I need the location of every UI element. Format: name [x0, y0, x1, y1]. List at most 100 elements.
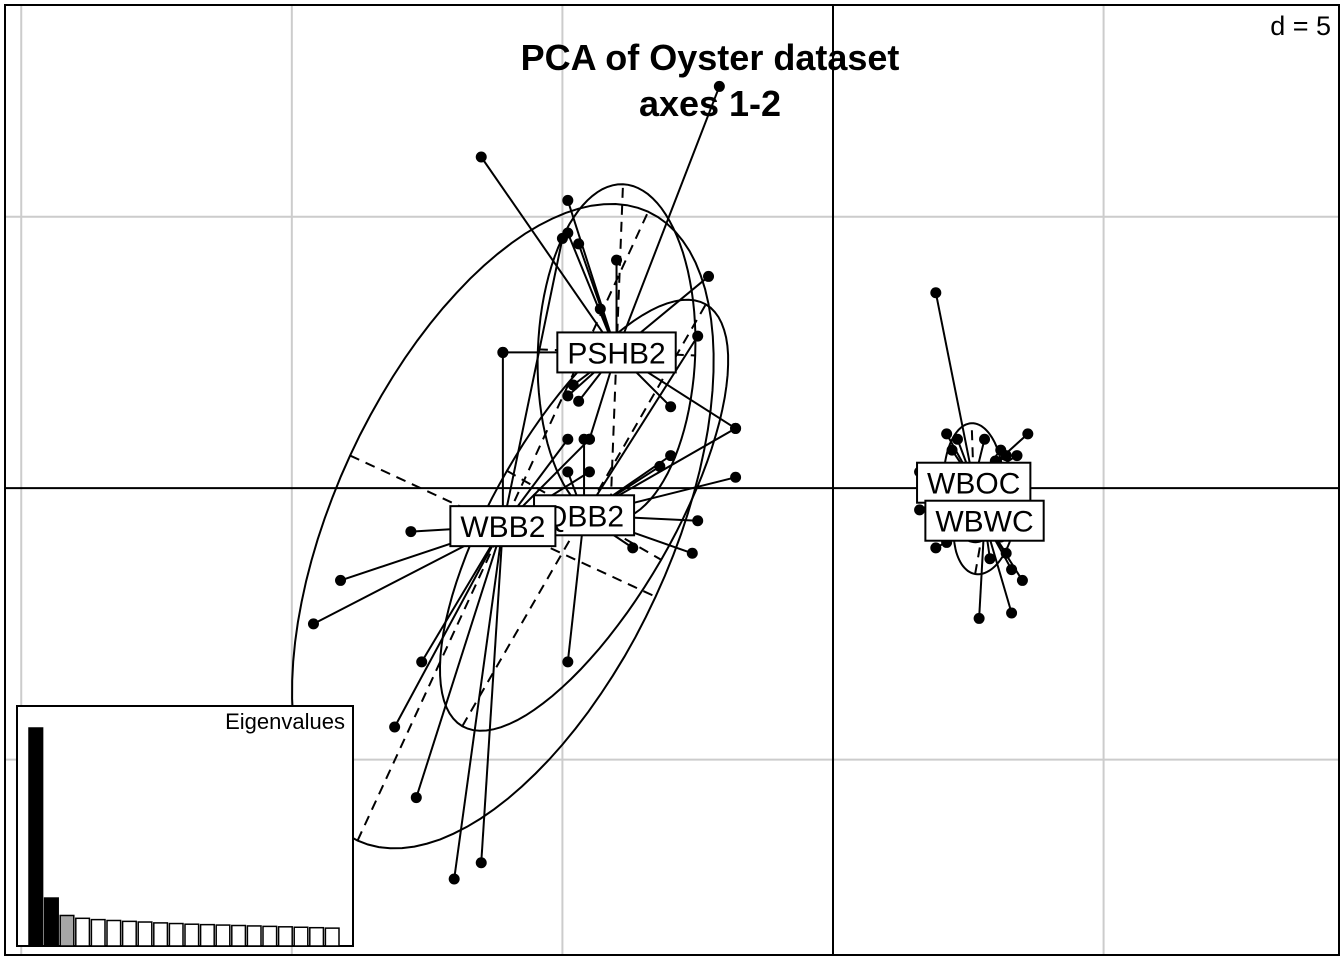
- data-point-pshb2: [594, 303, 606, 315]
- data-point-wbb2: [583, 433, 595, 445]
- group-label-text: WBWC: [935, 506, 1033, 539]
- star-line-wbb2: [453, 526, 504, 880]
- eigenvalue-bar-14: [231, 924, 247, 947]
- data-point-wbwc: [1016, 574, 1028, 586]
- data-point-wboc: [1022, 428, 1034, 440]
- ellipse-minor-axis-wbb2: [349, 454, 657, 598]
- data-point-wboc: [946, 444, 958, 456]
- data-point-qbb2: [627, 542, 639, 554]
- group-label-box: [924, 499, 1045, 542]
- eigenvalue-bar-19: [309, 926, 325, 947]
- data-point-wbb2: [335, 574, 347, 586]
- chart-title: PCA of Oyster dataset: [521, 37, 900, 78]
- data-point-qbb2: [730, 471, 742, 483]
- eigenvalue-bar-1: [28, 727, 44, 947]
- data-point-wbb2: [556, 232, 568, 244]
- data-point-wbwc: [1006, 564, 1018, 576]
- eigenvalue-bar-3: [59, 914, 75, 947]
- data-point-pshb2: [562, 390, 574, 402]
- data-point-qbb2: [686, 547, 698, 559]
- data-point-wbwc: [984, 553, 996, 565]
- group-label-text: WBB2: [460, 511, 545, 544]
- data-point-wbb2: [389, 721, 401, 733]
- data-point-wbwc: [930, 542, 942, 554]
- star-line-wbb2: [393, 525, 504, 728]
- group-label-text: PSHB2: [567, 337, 665, 370]
- data-point-wboc: [930, 287, 942, 299]
- eigenvalue-bar-18: [293, 926, 309, 947]
- eigenvalue-bar-15: [246, 925, 262, 947]
- star-line-wboc: [934, 292, 975, 483]
- data-point-wbwc: [973, 612, 985, 624]
- data-point-qbb2: [654, 460, 666, 472]
- eigenvalue-bar-11: [184, 923, 200, 947]
- data-point-pshb2: [573, 238, 585, 250]
- ellipse-wbb2: [291, 202, 715, 850]
- chart-subtitle: axes 1-2: [639, 83, 781, 124]
- data-point-pshb2: [611, 254, 623, 266]
- data-point-qbb2: [562, 656, 574, 668]
- ellipse-major-axis-pshb2: [609, 184, 624, 521]
- eigenvalue-bars: [28, 727, 340, 947]
- data-point-qbb2: [692, 515, 704, 527]
- group-label-pshb2: PSHB2: [556, 331, 677, 374]
- data-point-qbb2: [692, 330, 704, 342]
- grid-scale-label: d = 5: [1270, 11, 1331, 41]
- data-point-wboc: [1000, 450, 1012, 462]
- star-line-qbb2: [583, 335, 699, 516]
- data-point-wbb2: [405, 526, 417, 538]
- star-line-wbb2: [415, 525, 504, 798]
- data-point-wboc: [979, 433, 991, 445]
- eigenvalue-bar-8: [137, 921, 153, 947]
- group-label-wboc: WBOC: [916, 461, 1032, 504]
- eigenvalue-bar-13: [215, 924, 231, 947]
- group-label-box: [556, 331, 677, 374]
- data-point-wbb2: [416, 656, 428, 668]
- group-label-box: [449, 505, 557, 548]
- data-point-pshb2: [703, 270, 715, 282]
- data-point-wbb2: [410, 792, 422, 804]
- data-point-pshb2: [567, 379, 579, 391]
- data-point-wboc: [1011, 450, 1023, 462]
- data-point-pshb2: [665, 401, 677, 413]
- eigenvalue-bar-4: [75, 917, 91, 947]
- eigenvalue-bar-7: [121, 920, 137, 947]
- eigenvalue-bar-9: [153, 922, 169, 947]
- group-label-text: WBOC: [927, 468, 1020, 501]
- group-label-box: [916, 461, 1032, 504]
- plot-frame: [4, 4, 1340, 956]
- data-point-qbb2: [562, 466, 574, 478]
- star-line-pshb2: [480, 156, 618, 353]
- eigenvalues-frame: [16, 705, 354, 947]
- data-point-wbb2: [307, 618, 319, 630]
- data-point-qbb2: [665, 450, 677, 462]
- eigenvalues-label: Eigenvalues: [225, 709, 345, 734]
- eigenvalue-bar-17: [277, 926, 293, 947]
- eigenvalue-bar-20: [324, 927, 340, 947]
- data-point-wbb2: [448, 873, 460, 885]
- data-point-wbwc: [1006, 607, 1018, 619]
- data-point-wbwc: [1000, 547, 1012, 559]
- data-point-qbb2: [730, 422, 742, 434]
- eigenvalue-bar-6: [106, 919, 122, 947]
- star-line-wbb2: [480, 526, 504, 863]
- eigenvalue-bar-5: [90, 918, 106, 947]
- data-point-wbb2: [583, 466, 595, 478]
- eigenvalues-inset: Eigenvalues: [16, 705, 354, 947]
- data-point-wbb2: [475, 857, 487, 869]
- data-point-pshb2: [713, 80, 725, 92]
- data-point-wboc: [914, 504, 926, 516]
- data-point-wboc: [951, 433, 963, 445]
- star-line-qbb2: [566, 515, 586, 662]
- data-point-wbb2: [562, 433, 574, 445]
- data-points: [307, 80, 1034, 885]
- star-line-wbb2: [501, 238, 564, 527]
- data-point-pshb2: [562, 194, 574, 206]
- eigenvalue-bar-16: [262, 925, 278, 947]
- data-point-pshb2: [573, 395, 585, 407]
- data-point-wbb2: [497, 346, 509, 358]
- group-label-wbb2: WBB2: [449, 505, 557, 548]
- group-label-text: QBB2: [544, 500, 624, 533]
